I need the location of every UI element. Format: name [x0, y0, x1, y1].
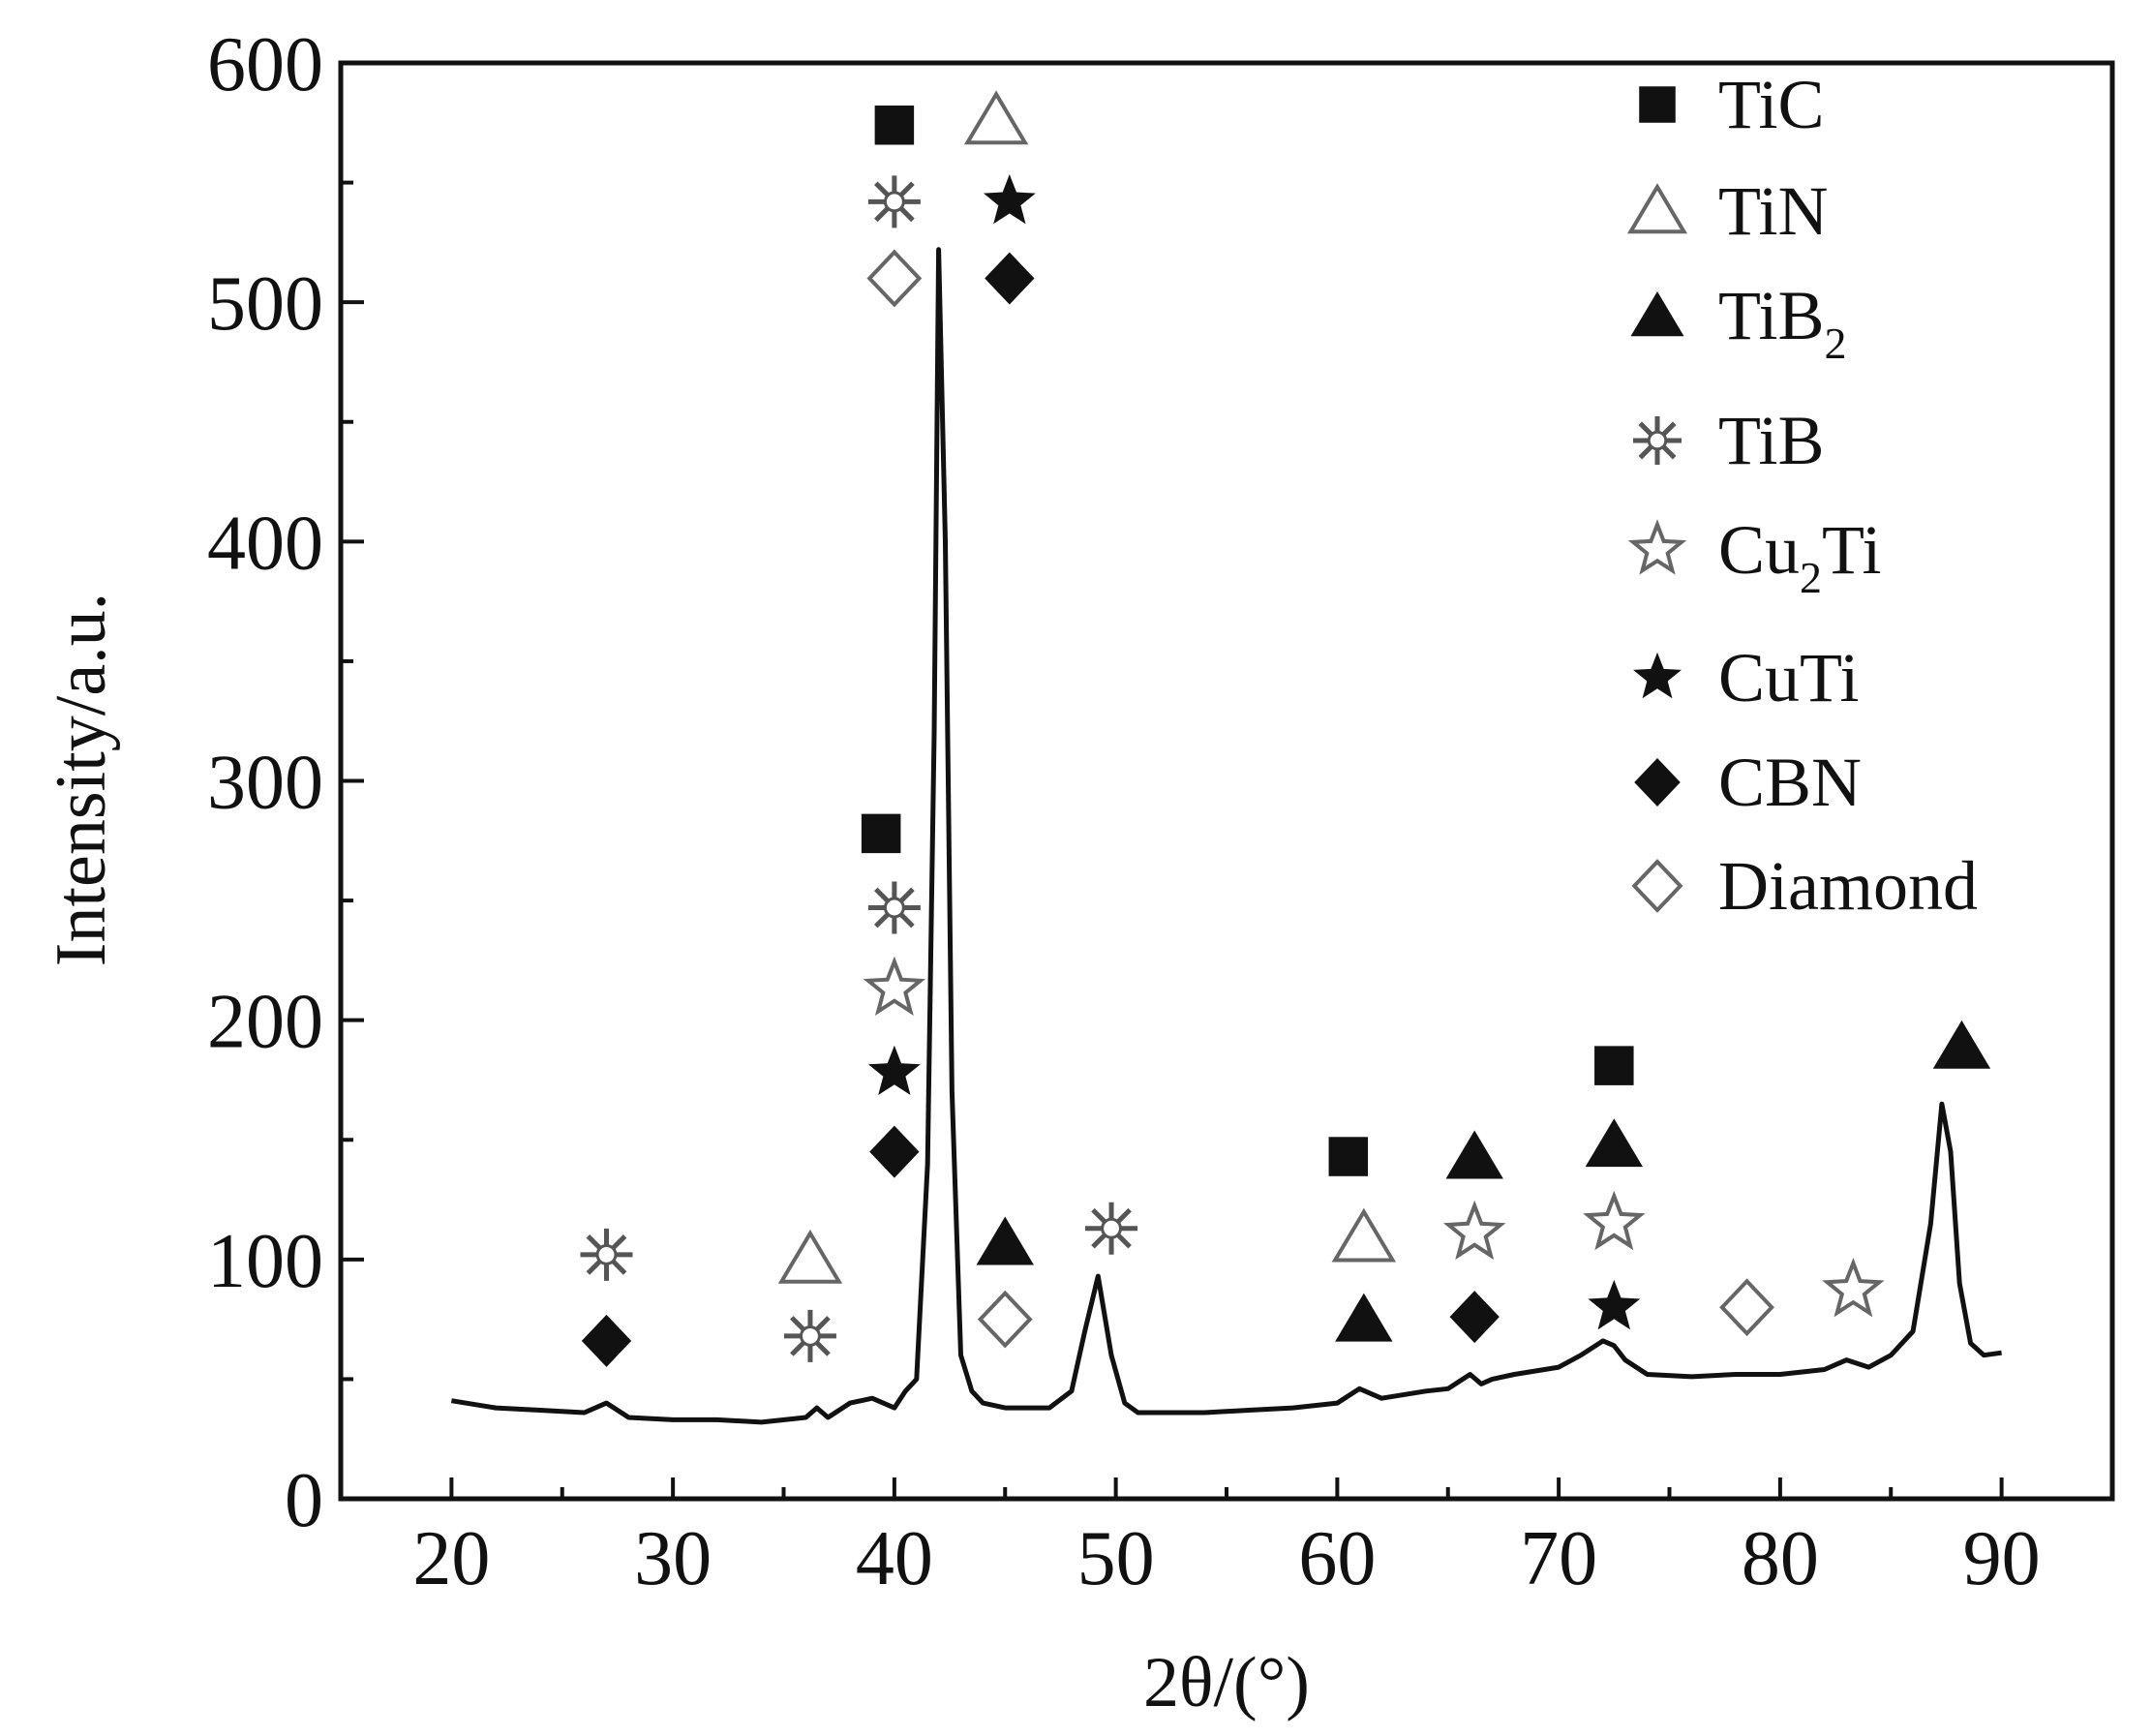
legend-tib-marker: [1633, 416, 1682, 465]
annotation-tin-marker: [777, 1229, 843, 1284]
legend-cu2ti-label: Cu2Ti: [1718, 511, 1881, 602]
annotation-tib-marker: [867, 175, 921, 228]
annotation-tin-marker: [1331, 1207, 1397, 1263]
y-tick-label: 500: [207, 261, 323, 347]
legend-diamond-marker: [1631, 859, 1683, 913]
annotation-tib-marker: [1085, 1202, 1138, 1255]
annotation-cbn-marker: [869, 1125, 920, 1178]
annotation-tib2-marker: [1585, 1118, 1644, 1168]
legend-tic-label: TiC: [1718, 66, 1824, 143]
legend-cu2ti-marker: [1627, 519, 1687, 575]
x-tick-label: 20: [412, 1516, 490, 1601]
legend-tin-label: TiN: [1718, 172, 1828, 250]
legend-tib-label: TiB: [1718, 402, 1824, 479]
x-tick-label: 80: [1742, 1516, 1819, 1601]
y-tick-label: 300: [207, 741, 323, 826]
annotation-tib2-marker: [976, 1216, 1034, 1265]
annotation-cu2ti-marker: [1822, 1258, 1885, 1318]
axis-ticks: [339, 61, 2114, 1501]
x-tick-label: 60: [1298, 1516, 1376, 1601]
x-tick-label: 50: [1077, 1516, 1155, 1601]
y-tick-label: 100: [207, 1219, 323, 1304]
annotation-tib-marker: [867, 881, 921, 934]
annotation-cu2ti-marker: [863, 956, 926, 1017]
legend-diamond-label: Diamond: [1718, 847, 1978, 925]
x-tick-label: 90: [1963, 1516, 2041, 1601]
y-axis-title: Intensity/a.u.: [42, 593, 121, 966]
annotation-tib2-marker: [1445, 1130, 1503, 1179]
y-tick-label: 200: [207, 980, 323, 1065]
annotation-tib2-marker: [1335, 1293, 1393, 1342]
legend-cuti-label: CuTi: [1718, 639, 1859, 716]
legend-tic-marker: [1639, 86, 1676, 123]
tick-labels: 20 30 40 50 60 70 80 90 0 100 200 300 400 500 600: [207, 22, 2041, 1601]
annotation-tic-marker: [1594, 1046, 1634, 1085]
annotation-cbn-marker: [985, 252, 1035, 305]
y-tick-label: 600: [207, 22, 323, 107]
annotation-cbn-marker: [1449, 1291, 1500, 1344]
annotation-cu2ti-marker: [1583, 1190, 1646, 1251]
y-tick-label: 0: [285, 1458, 323, 1543]
annotation-tib2-marker: [1932, 1020, 1991, 1069]
annotation-tic-marker: [861, 813, 901, 854]
annotation-cuti-marker: [867, 1045, 921, 1095]
legend-tib2-label: TiB2: [1718, 277, 1846, 368]
y-tick-label: 400: [207, 501, 323, 586]
x-tick-label: 30: [634, 1516, 712, 1601]
legend-cuti-marker: [1633, 652, 1682, 699]
legend-tin-marker: [1626, 183, 1688, 234]
annotation-cbn-marker: [581, 1314, 632, 1367]
legend-tib2-marker: [1630, 291, 1684, 337]
x-tick-label: 70: [1520, 1516, 1597, 1601]
annotation-cuti-marker: [983, 174, 1036, 225]
xrd-pattern-line: [451, 247, 2002, 1425]
annotation-diamond-marker: [1719, 1278, 1774, 1337]
legend-cbn-marker: [1634, 758, 1681, 807]
annotation-diamond-marker: [866, 249, 923, 308]
phase-annotations: [580, 90, 1991, 1367]
annotation-cuti-marker: [1588, 1279, 1641, 1330]
annotation-tic-marker: [874, 106, 915, 145]
annotation-tib-marker: [783, 1309, 836, 1362]
legend: TiC TiN TiB2 TiB Cu2Ti CuTi CBN Diamond: [1626, 66, 1978, 925]
annotation-cu2ti-marker: [1442, 1200, 1506, 1261]
x-axis-title: 2θ/(°): [1143, 1643, 1310, 1722]
annotation-tib-marker: [580, 1228, 633, 1281]
x-tick-label: 40: [856, 1516, 933, 1601]
annotation-tic-marker: [1328, 1137, 1369, 1176]
annotation-tin-marker: [963, 90, 1029, 145]
legend-cbn-label: CBN: [1718, 744, 1862, 821]
annotation-diamond-marker: [977, 1290, 1033, 1349]
